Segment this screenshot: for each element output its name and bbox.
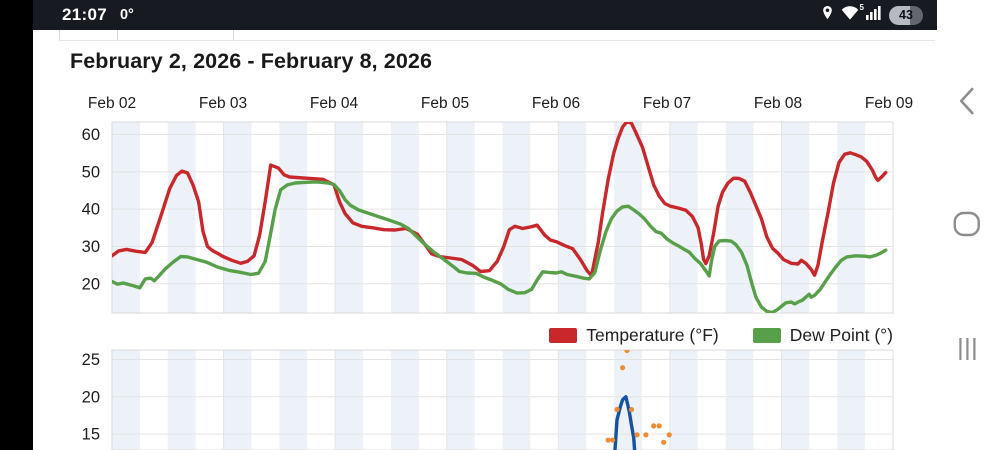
- clipped-table-line: [59, 40, 935, 41]
- camera-cutout-strip: [0, 0, 33, 450]
- clipped-table-line: [59, 30, 60, 40]
- legend-swatch: [549, 328, 578, 343]
- chevron-left-icon: [956, 87, 978, 119]
- legend-label: Dew Point (°): [789, 325, 893, 345]
- ambient-temperature: 0°: [119, 7, 134, 23]
- signal-icon: [866, 5, 882, 25]
- clipped-table-line: [117, 30, 118, 40]
- nav-back-button[interactable]: [956, 86, 978, 119]
- chart-legend: Temperature (°F) Dew Point (°): [112, 323, 893, 348]
- wifi-generation-label: 5: [859, 2, 864, 12]
- android-navigation-bar: [937, 0, 1000, 450]
- battery-icon: 43: [889, 5, 923, 25]
- page-title: February 2, 2026 - February 8, 2026: [70, 49, 433, 73]
- battery-percent: 43: [899, 8, 913, 22]
- status-bar: 21:07 0° 5 43: [33, 0, 937, 30]
- status-icons: 5 43: [821, 3, 923, 26]
- location-icon: [821, 5, 834, 26]
- legend-label: Temperature (°F): [586, 325, 719, 345]
- clock: 21:07: [62, 5, 107, 24]
- browser-content: [33, 30, 937, 450]
- legend-swatch: [752, 328, 781, 343]
- wifi-icon: 5: [841, 3, 864, 25]
- nav-recents-button[interactable]: [957, 336, 977, 365]
- clipped-table-line: [233, 30, 234, 40]
- nav-home-button[interactable]: [952, 211, 980, 240]
- recents-bars-icon: [957, 338, 977, 365]
- legend-item: Temperature (°F): [549, 325, 719, 346]
- home-square-icon: [952, 211, 980, 240]
- legend-item: Dew Point (°): [752, 325, 893, 346]
